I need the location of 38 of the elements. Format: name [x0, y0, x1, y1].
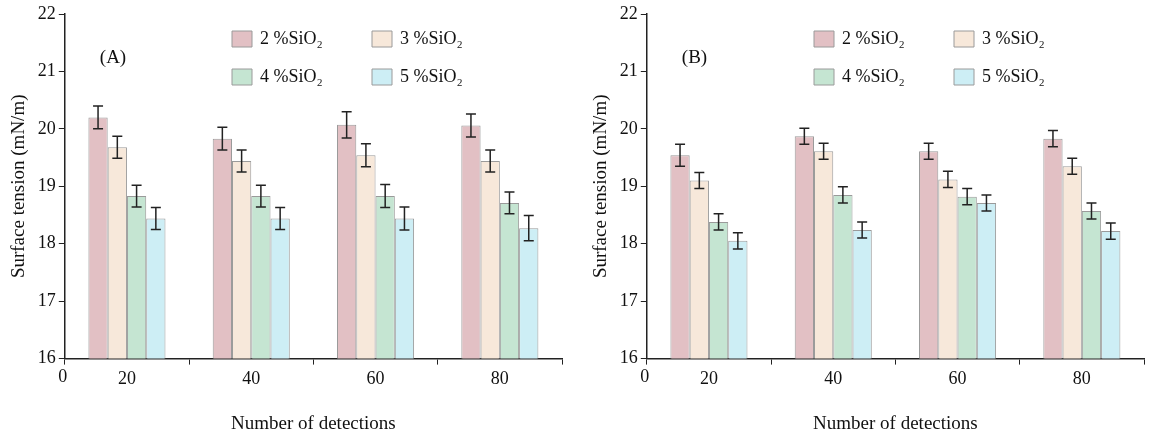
legend-label: 4 %SiO₂	[842, 65, 905, 86]
text: 0	[58, 366, 68, 387]
y-tick-label: 21	[37, 60, 56, 81]
y-tick-label: 20	[619, 117, 638, 138]
y-tick-label: 18	[619, 232, 638, 253]
y-tick-label: 19	[37, 175, 56, 196]
legend-label: 3 %SiO₂	[982, 27, 1045, 48]
y-tick-label: 19	[619, 175, 638, 196]
x-tick-label: 80	[490, 368, 509, 389]
text: (B)	[681, 45, 708, 68]
x-tick-label: 80	[1072, 368, 1091, 389]
legend-label: 3 %SiO₂	[400, 27, 463, 48]
y-tick-label: 17	[37, 289, 56, 310]
y-tick-label: 17	[619, 289, 638, 310]
y-tick-label: 22	[37, 2, 56, 23]
legend-label: 5 %SiO₂	[982, 65, 1045, 86]
y-tick-label: 20	[37, 117, 56, 138]
y-tick-label: 16	[619, 347, 638, 368]
x-tick-label: 60	[948, 368, 967, 389]
legend-label: 4 %SiO₂	[260, 65, 323, 86]
text: 0	[640, 366, 650, 387]
y-tick-label: 16	[37, 347, 56, 368]
legend-label: 5 %SiO₂	[400, 65, 463, 86]
x-tick-label: 20	[117, 368, 136, 389]
x-tick-label: 40	[824, 368, 843, 389]
text: (A)	[99, 45, 127, 68]
y-tick-label: 21	[619, 60, 638, 81]
x-tick-label: 40	[242, 368, 261, 389]
y-tick-label: 22	[619, 2, 638, 23]
y-tick-label: 18	[37, 232, 56, 253]
y-axis-title: Surface tension (mN/m)	[589, 94, 612, 279]
x-axis-title: Number of detections	[231, 411, 396, 433]
legend-label: 2 %SiO₂	[260, 27, 323, 48]
y-axis-title: Surface tension (mN/m)	[7, 94, 30, 279]
x-axis-title: Number of detections	[813, 411, 978, 433]
x-tick-label: 20	[699, 368, 718, 389]
legend-label: 2 %SiO₂	[842, 27, 905, 48]
x-tick-label: 60	[366, 368, 385, 389]
